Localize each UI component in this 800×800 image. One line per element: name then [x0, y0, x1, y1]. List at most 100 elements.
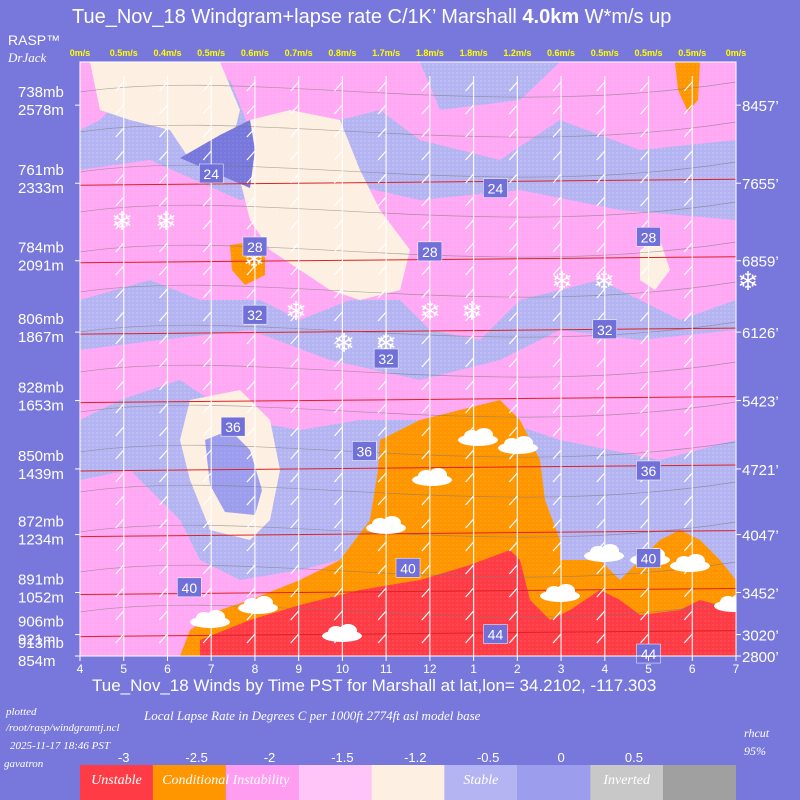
wind-barb	[508, 81, 518, 92]
wstar-label: 0.6m/s	[547, 48, 575, 58]
legend-tick: -0.5	[477, 750, 499, 765]
wind-barb	[115, 219, 125, 230]
wind-barb	[421, 81, 431, 92]
wind-barb	[508, 403, 518, 414]
wind-barb	[377, 403, 387, 414]
wstar-label: 1.2m/s	[503, 48, 531, 58]
wind-barb	[421, 288, 431, 299]
wind-barb	[508, 127, 518, 138]
pressure-level-line	[80, 327, 736, 335]
wind-barb	[465, 334, 475, 345]
wind-barb	[508, 288, 518, 299]
wind-barb	[246, 219, 256, 230]
wind-barb	[421, 334, 431, 345]
pressure-level-line	[80, 464, 736, 472]
wind-barb	[421, 311, 431, 322]
wind-barb	[683, 311, 693, 322]
wind-barb	[377, 564, 387, 575]
legend-box	[590, 765, 664, 800]
height-label: 1867m	[18, 329, 64, 346]
height-label: 2091m	[18, 258, 64, 275]
wind-barb	[596, 311, 606, 322]
wind-barb	[159, 104, 168, 115]
wind-barb	[115, 127, 125, 138]
wind-barb	[290, 633, 300, 644]
temp-label-box	[592, 319, 618, 340]
temp-label-box	[417, 241, 443, 262]
wind-barb	[552, 288, 562, 299]
legend-tick: -2.5	[185, 750, 207, 765]
temp-label-box	[373, 348, 399, 369]
wind-barb	[377, 587, 387, 598]
wstar-label: 0.5m/s	[678, 48, 706, 58]
wind-barb	[115, 196, 125, 207]
wind-barb	[683, 127, 693, 138]
pressure-label: 806mb	[18, 311, 64, 328]
wind-barb	[508, 150, 518, 161]
temp-label: 40	[641, 551, 657, 567]
isotherm-line	[80, 121, 736, 138]
wind-barb	[683, 219, 693, 230]
x-tick-label: 9	[295, 662, 302, 676]
wind-barb	[421, 495, 431, 506]
wind-barb	[377, 196, 387, 207]
isotherm-line	[80, 81, 736, 98]
wind-barb	[377, 334, 387, 345]
x-tick-label: 7	[733, 662, 740, 676]
wind-barb	[246, 449, 256, 460]
legend-box	[517, 765, 591, 800]
wind-barb	[290, 587, 300, 598]
pressure-label: 784mb	[18, 240, 64, 257]
snowflake-icon: ❄	[551, 266, 573, 296]
wind-barb	[508, 357, 518, 368]
temp-label: 32	[378, 351, 394, 367]
wind-barb	[421, 265, 431, 276]
wind-barb	[202, 380, 212, 391]
wind-barb	[202, 587, 212, 598]
wind-barb	[115, 633, 125, 644]
wind-barb	[596, 610, 606, 621]
wind-barb	[640, 495, 649, 506]
isotherm-line	[80, 321, 736, 338]
wind-barb	[333, 564, 343, 575]
wind-barb	[159, 150, 168, 161]
wind-barb	[290, 449, 300, 460]
pressure-label: 913mb	[18, 635, 64, 652]
isotherm-line	[80, 361, 736, 378]
wind-barb	[640, 449, 649, 460]
wind-barb	[421, 541, 431, 552]
snowflake-icon: ❄	[737, 266, 759, 296]
wind-barb	[377, 610, 387, 621]
wind-barb	[246, 104, 256, 115]
altitude-label: 7655’	[742, 176, 779, 193]
altitude-label: 6126’	[742, 325, 779, 342]
temp-label: 32	[247, 307, 263, 323]
wind-barb	[115, 541, 125, 552]
wind-barb	[596, 173, 606, 184]
wind-barb	[683, 426, 693, 437]
wind-barb	[333, 81, 343, 92]
legend-tick: -3	[118, 750, 130, 765]
temp-label: 44	[488, 627, 504, 643]
wind-barb	[377, 633, 387, 644]
wind-barb	[246, 472, 256, 483]
wind-barb	[377, 288, 387, 299]
wind-barb	[159, 242, 168, 253]
wind-barb	[115, 288, 125, 299]
wind-barb	[596, 265, 606, 276]
wind-barb	[683, 357, 693, 368]
wind-barb	[202, 633, 212, 644]
wind-barb	[552, 518, 562, 529]
wind-barb	[596, 426, 606, 437]
wind-barb	[290, 81, 300, 92]
legend-box	[444, 765, 518, 800]
altitude-label: 2800’	[742, 649, 779, 666]
wind-barb	[421, 173, 431, 184]
wind-barb	[640, 311, 649, 322]
wind-barb	[202, 403, 212, 414]
x-tick-label: 3	[558, 662, 565, 676]
wind-barb	[596, 357, 606, 368]
wind-barb	[159, 449, 168, 460]
wind-barb	[202, 334, 212, 345]
wind-barb	[683, 472, 693, 483]
